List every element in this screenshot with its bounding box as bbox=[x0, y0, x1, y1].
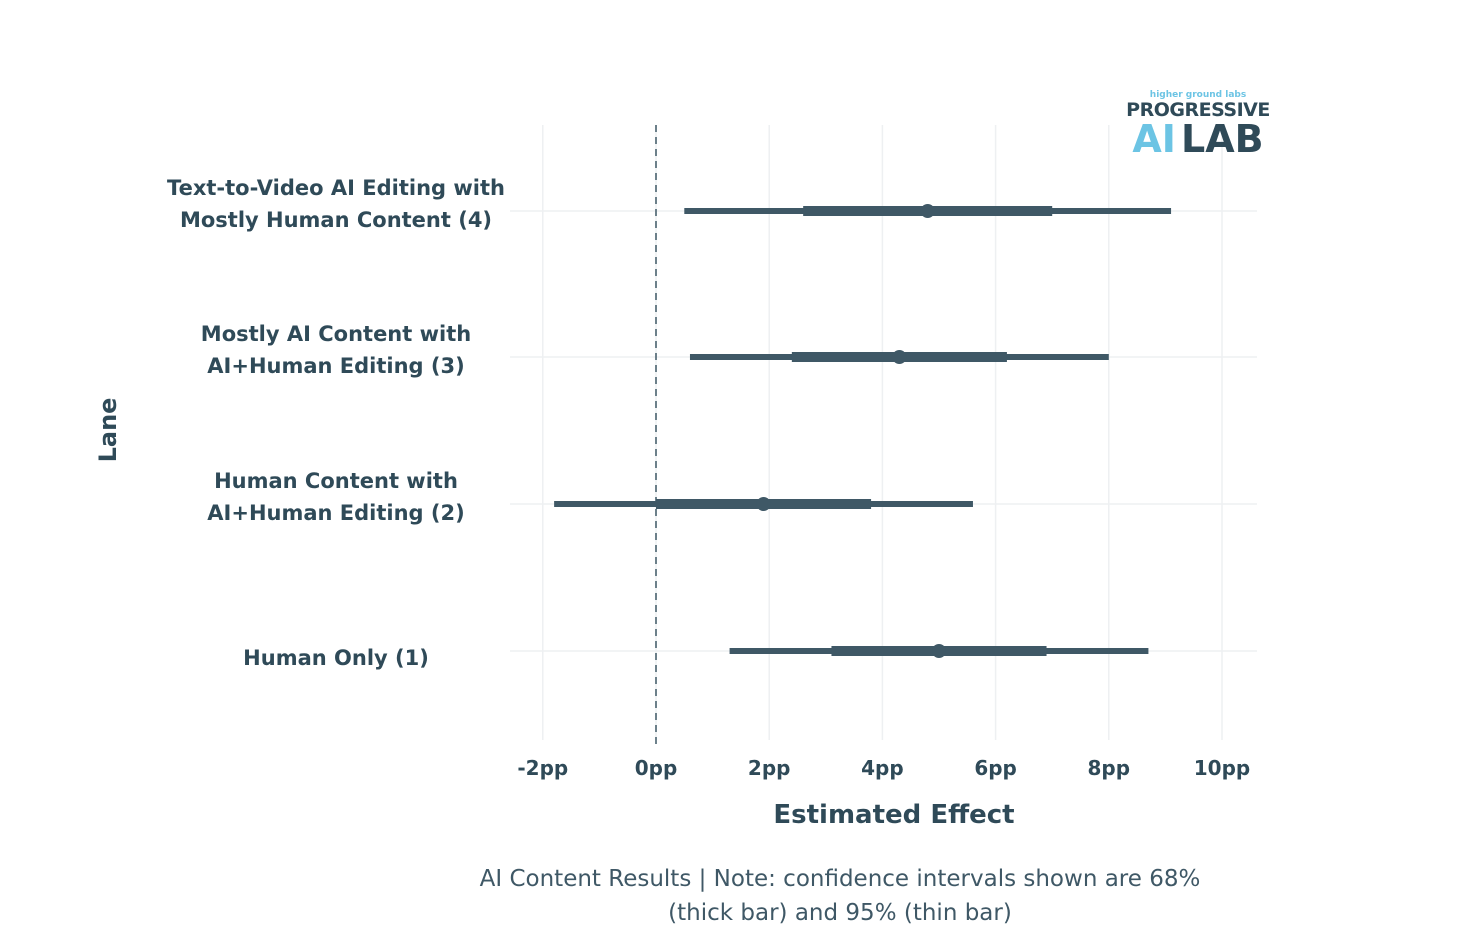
chart-caption: AI Content Results | Note: confidence in… bbox=[380, 862, 1300, 930]
x-tick-label: 6pp bbox=[974, 756, 1017, 780]
logo-lab: LAB bbox=[1181, 117, 1264, 161]
row-label: AI+Human Editing (3) bbox=[207, 354, 464, 378]
x-axis-title: Estimated Effect bbox=[773, 800, 1014, 830]
x-tick-label: 4pp bbox=[861, 756, 904, 780]
caption-line-2: (thick bar) and 95% (thin bar) bbox=[668, 900, 1012, 926]
logo-ai: AI bbox=[1132, 117, 1176, 161]
x-tick-labels: -2pp 0pp 2pp 4pp 6pp 8pp 10pp bbox=[517, 756, 1250, 780]
x-tick-label: -2pp bbox=[517, 756, 568, 780]
row-label: Text-to-Video AI Editing with bbox=[167, 176, 505, 200]
row-label: Human Only (1) bbox=[243, 646, 429, 670]
x-tick-label: 0pp bbox=[635, 756, 678, 780]
x-tick-label: 8pp bbox=[1088, 756, 1131, 780]
point-estimate bbox=[920, 204, 935, 218]
logo-progressive: PROGRESSIVE bbox=[1126, 99, 1270, 121]
logo-tagline: higher ground labs bbox=[1149, 90, 1247, 100]
x-tick-label: 10pp bbox=[1194, 756, 1250, 780]
progressive-ai-lab-logo: higher ground labs PROGRESSIVE AI LAB bbox=[1118, 90, 1278, 158]
row-labels: Text-to-Video AI Editing with Mostly Huma… bbox=[167, 176, 505, 670]
row-label: Mostly Human Content (4) bbox=[180, 208, 492, 232]
row-label: Human Content with bbox=[214, 469, 458, 493]
point-estimate bbox=[932, 644, 946, 658]
plot-marks bbox=[554, 204, 1172, 658]
point-estimate bbox=[892, 350, 907, 364]
point-estimate bbox=[756, 497, 771, 511]
caption-line-1: AI Content Results | Note: confidence in… bbox=[479, 866, 1201, 892]
row-label: AI+Human Editing (2) bbox=[207, 501, 464, 525]
y-axis-title: Lane bbox=[94, 398, 122, 463]
row-label: Mostly AI Content with bbox=[201, 322, 471, 346]
x-tick-label: 2pp bbox=[748, 756, 791, 780]
